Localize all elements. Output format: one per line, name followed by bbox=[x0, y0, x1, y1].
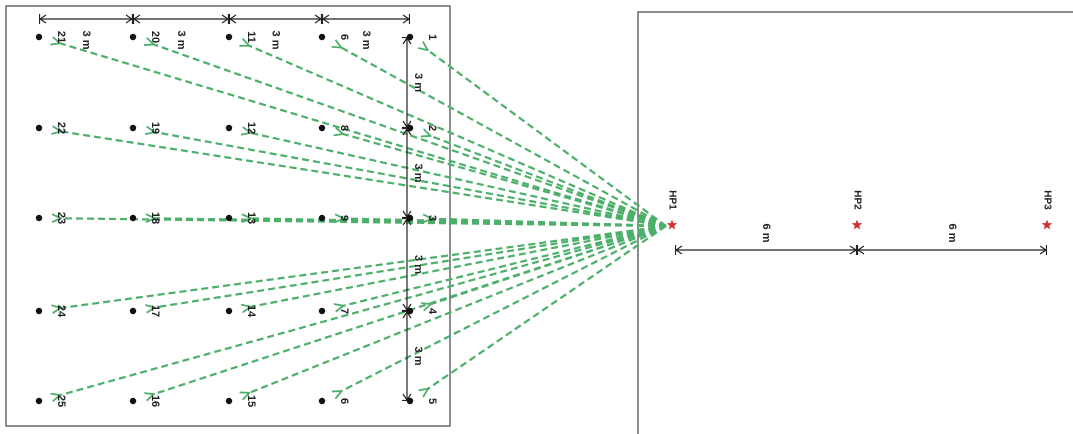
arrow-to-point-16 bbox=[154, 44, 667, 228]
receiver-dot-icon bbox=[225, 214, 233, 222]
grid-point-label: 25 bbox=[55, 395, 67, 407]
grid-point-label: 12 bbox=[245, 122, 257, 134]
side-dimension-label: 3 m bbox=[412, 255, 424, 274]
source-points: HP1 HP2 HP3 bbox=[666, 190, 1053, 230]
grid-point-label: 15 bbox=[245, 395, 257, 407]
arrow-to-point-19 bbox=[155, 224, 667, 308]
receiver-dot-icon bbox=[35, 397, 43, 405]
grid-point-label: 19 bbox=[149, 122, 161, 134]
arrow-to-point-5 bbox=[428, 225, 667, 389]
top-dimension-label: 3 m bbox=[270, 31, 282, 50]
grid-point-label: 20 bbox=[149, 31, 161, 43]
arrow-to-point-12 bbox=[251, 133, 667, 228]
grid-point-label: 21 bbox=[55, 31, 67, 43]
receiver-dot-icon bbox=[35, 214, 43, 222]
grid-point-label: 7 bbox=[338, 308, 350, 314]
receiver-dot-icon bbox=[225, 307, 233, 315]
grid-point-label: 17 bbox=[149, 305, 161, 317]
receiver-dot-icon bbox=[129, 33, 137, 41]
receiver-dot-icon bbox=[225, 397, 233, 405]
grid-point-label: 24 bbox=[55, 305, 67, 318]
source-area-frame bbox=[637, 11, 1073, 434]
receiver-dot-icon bbox=[129, 214, 137, 222]
arrow-to-point-11 bbox=[249, 46, 667, 228]
receiver-dot-icon bbox=[225, 124, 233, 132]
receiver-dot-icon bbox=[35, 124, 43, 132]
grid-point-label: 16 bbox=[149, 395, 161, 407]
top-dimension-label: 3 m bbox=[175, 31, 187, 50]
side-dimension-label: 3 m bbox=[412, 73, 424, 92]
arrow-to-point-24 bbox=[61, 224, 667, 308]
receiver-area-frame bbox=[5, 5, 451, 427]
grid-point-label: 22 bbox=[55, 122, 67, 134]
grid-point-label: 5 bbox=[426, 398, 438, 404]
dimension-lines: 3 m 3 m 3 m 3 m 3 m 3 m 3 m 3 m 6 m 6 m bbox=[39, 19, 1047, 401]
grid-point-label: 6 bbox=[338, 398, 350, 404]
source-star-icon bbox=[1041, 219, 1053, 230]
grid-point-label: 1 bbox=[426, 34, 438, 40]
top-dimension-label: 3 m bbox=[80, 31, 92, 50]
receiver-dot-icon bbox=[318, 33, 326, 41]
grid-point-label: 8 bbox=[338, 125, 350, 131]
grid-point-label: 4 bbox=[426, 308, 438, 315]
arrow-to-point-2 bbox=[431, 136, 667, 228]
arrow-to-point-8 bbox=[344, 219, 667, 228]
receiver-dot-icon bbox=[129, 307, 137, 315]
arrow-to-point-17 bbox=[155, 132, 667, 228]
source-star-icon bbox=[851, 219, 863, 230]
grid-point-label: 23 bbox=[55, 212, 67, 224]
source-point-label: HP2 bbox=[851, 190, 862, 210]
receiver-dot-icon bbox=[406, 214, 414, 222]
arrow-to-point-6 bbox=[341, 48, 667, 227]
receiver-dot-icon bbox=[35, 307, 43, 315]
receiver-dot-icon bbox=[318, 307, 326, 315]
receiver-dot-icon bbox=[406, 397, 414, 405]
source-dimension-label: 6 m bbox=[760, 224, 772, 243]
grid-point-label: 3 bbox=[426, 215, 438, 221]
grid-point-label: 11 bbox=[245, 31, 257, 43]
receiver-dot-icon bbox=[406, 33, 414, 41]
arrow-to-point-21 bbox=[60, 43, 667, 228]
receiver-dot-icon bbox=[318, 214, 326, 222]
arrow-to-point-9 bbox=[343, 224, 667, 306]
receiver-dot-icon bbox=[406, 124, 414, 132]
source-dimension-label: 6 m bbox=[946, 224, 958, 243]
grid-point-label: 2 bbox=[426, 125, 438, 131]
arrow-to-point-15 bbox=[249, 224, 667, 393]
arrow-to-point-14 bbox=[251, 224, 667, 307]
arrow-to-point-25 bbox=[60, 224, 667, 395]
receiver-dot-icon bbox=[129, 397, 137, 405]
source-point-label: HP1 bbox=[666, 190, 677, 210]
grid-point-label: 6 bbox=[338, 34, 350, 40]
side-dimension-label: 3 m bbox=[412, 164, 424, 183]
grid-point-label: 18 bbox=[149, 212, 161, 224]
grid-point-label: 14 bbox=[245, 305, 257, 318]
top-dimension-label: 3 m bbox=[360, 31, 372, 50]
side-dimension-label: 3 m bbox=[412, 347, 424, 366]
receiver-dot-icon bbox=[129, 124, 137, 132]
arrow-to-point-10 bbox=[342, 225, 667, 391]
receiver-dot-icon bbox=[318, 124, 326, 132]
receiver-dot-icon bbox=[225, 33, 233, 41]
arrow-to-point-22 bbox=[61, 131, 667, 228]
grid-point-label: 13 bbox=[245, 212, 257, 224]
source-point-label: HP3 bbox=[1041, 190, 1052, 210]
receiver-dot-icon bbox=[35, 33, 43, 41]
source-star-icon bbox=[666, 219, 678, 230]
receiver-dot-icon bbox=[406, 307, 414, 315]
arrow-to-point-1 bbox=[428, 50, 667, 227]
grid-point-label: 9 bbox=[338, 215, 350, 221]
receiver-dot-icon bbox=[318, 397, 326, 405]
arrow-to-point-23 bbox=[61, 218, 667, 228]
